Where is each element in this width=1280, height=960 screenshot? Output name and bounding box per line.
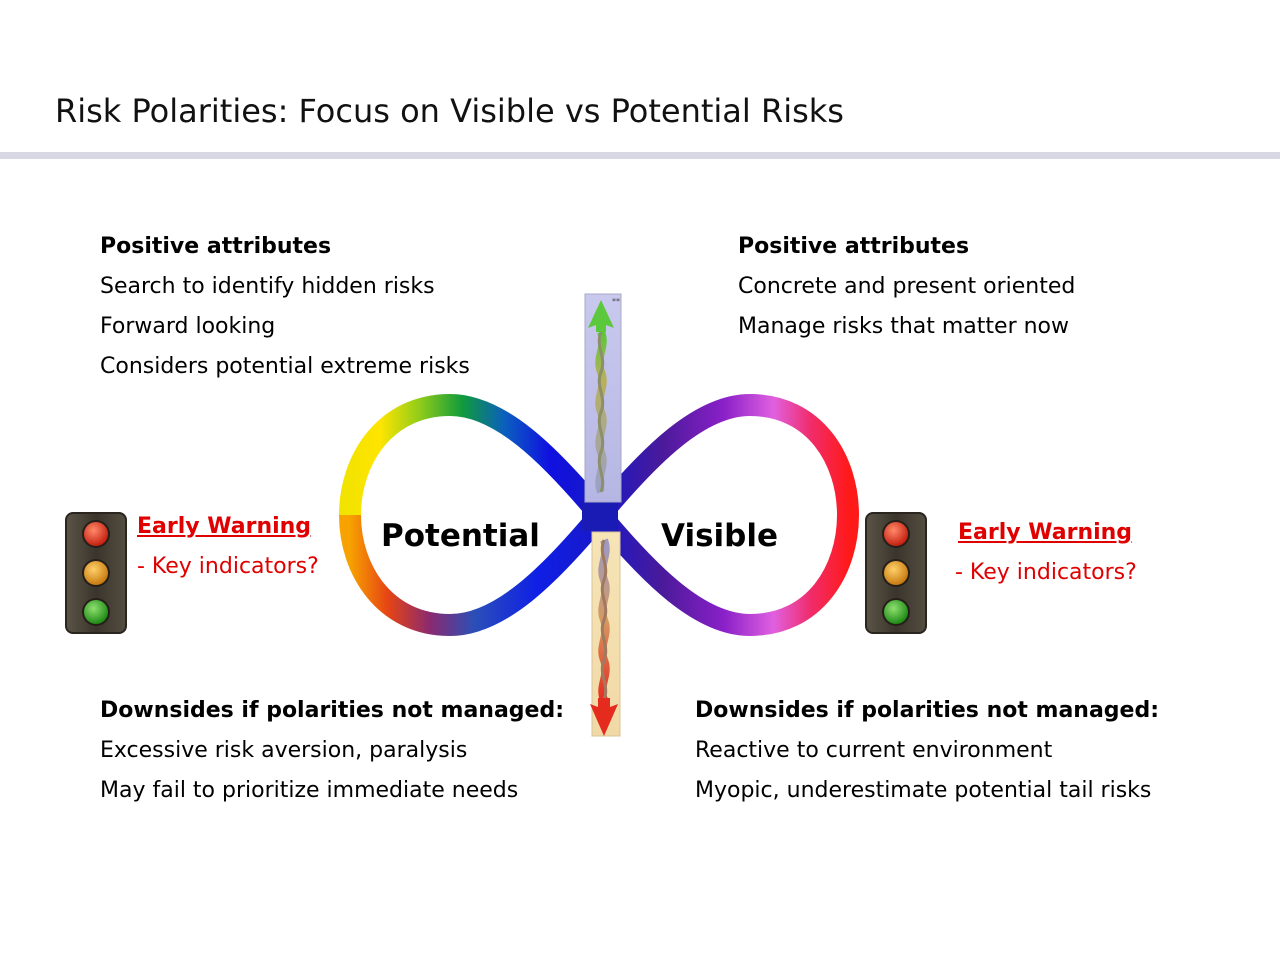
early-warning-right: Early Warning - Key indicators? (955, 513, 1137, 593)
potential-positive-item: Considers potential extreme risks (100, 354, 470, 379)
early-warning-subtitle: - Key indicators? (955, 560, 1137, 585)
visible-downside-item: Myopic, underestimate potential tail ris… (695, 778, 1152, 803)
visible-positive-item: Manage risks that matter now (738, 314, 1069, 339)
visible-downside-item: Reactive to current environment (695, 738, 1053, 763)
potential-label: Potential (381, 518, 540, 554)
early-warning-subtitle: - Key indicators? (137, 554, 319, 579)
double-arrow-icon: ** (584, 293, 622, 737)
early-warning-title: Early Warning (137, 514, 312, 539)
arrow-marker: ** (612, 297, 620, 306)
early-warning-title: Early Warning (958, 520, 1133, 545)
traffic-light-icon (865, 512, 927, 634)
early-warning-left: Early Warning - Key indicators? (137, 507, 319, 587)
potential-positive-item: Search to identify hidden risks (100, 274, 435, 299)
visible-positive-item: Concrete and present oriented (738, 274, 1076, 299)
slide-title: Risk Polarities: Focus on Visible vs Pot… (55, 92, 844, 130)
visible-downsides: Downsides if polarities not managed: Rea… (695, 691, 1159, 811)
potential-positive-heading: Positive attributes (100, 234, 332, 259)
infinity-loop-icon (339, 393, 859, 637)
potential-downside-item: May fail to prioritize immediate needs (100, 778, 519, 803)
potential-positive-item: Forward looking (100, 314, 276, 339)
title-divider (0, 152, 1280, 159)
potential-positive-attributes: Positive attributes Search to identify h… (100, 227, 470, 387)
visible-downsides-heading: Downsides if polarities not managed: (695, 698, 1160, 723)
visible-positive-heading: Positive attributes (738, 234, 970, 259)
potential-downside-item: Excessive risk aversion, paralysis (100, 738, 468, 763)
visible-label: Visible (661, 518, 778, 554)
visible-positive-attributes: Positive attributes Concrete and present… (738, 227, 1075, 347)
traffic-light-icon (65, 512, 127, 634)
potential-downsides: Downsides if polarities not managed: Exc… (100, 691, 564, 811)
potential-downsides-heading: Downsides if polarities not managed: (100, 698, 565, 723)
